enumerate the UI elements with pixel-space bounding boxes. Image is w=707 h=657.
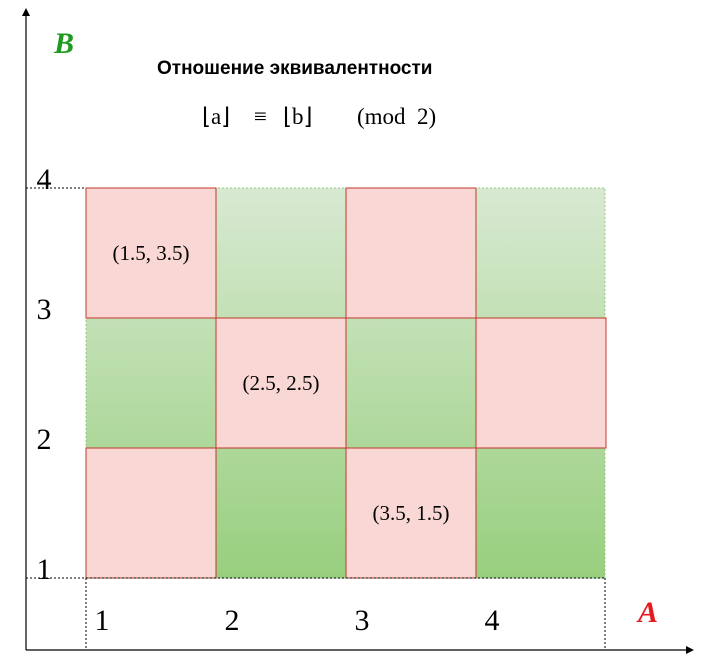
formula-modulus: (mod 2): [357, 104, 436, 129]
cell-point-label: (3.5, 1.5): [373, 501, 450, 525]
formula-rhs: ⌊b⌋: [283, 104, 312, 129]
related-cell: [85, 187, 217, 319]
y-axis-name: B: [53, 27, 74, 60]
x-axis-name: A: [636, 596, 658, 629]
cell-grid: (3.5, 1.5) (2.5, 2.5) (1.5, 3.5): [85, 187, 607, 579]
y-tick-labels: 1 2 3 4: [37, 163, 52, 586]
y-tick-label: 2: [37, 423, 52, 456]
y-tick-label: 3: [37, 293, 52, 326]
diagram-title: Отношение эквивалентности: [157, 58, 432, 79]
y-tick-label: 1: [37, 553, 52, 586]
x-axis-arrow-icon: [686, 646, 694, 654]
cell-point-label: (2.5, 2.5): [243, 371, 320, 395]
related-cell: [345, 447, 477, 579]
related-cell: [215, 317, 347, 449]
related-cell: [85, 447, 217, 579]
x-tick-label: 4: [485, 604, 500, 637]
formula-operator: ≡: [254, 104, 267, 129]
formula-lhs: ⌊a⌋: [202, 104, 230, 129]
cell-point-label: (1.5, 3.5): [113, 241, 190, 265]
y-axis-arrow-icon: [22, 8, 30, 16]
x-tick-label: 3: [355, 604, 370, 637]
x-tick-label: 1: [95, 604, 110, 637]
x-tick-label: 2: [225, 604, 240, 637]
related-cell: [475, 317, 607, 449]
y-tick-label: 4: [37, 163, 52, 196]
related-cell: [345, 187, 477, 319]
x-tick-labels: 1 2 3 4: [95, 604, 500, 637]
